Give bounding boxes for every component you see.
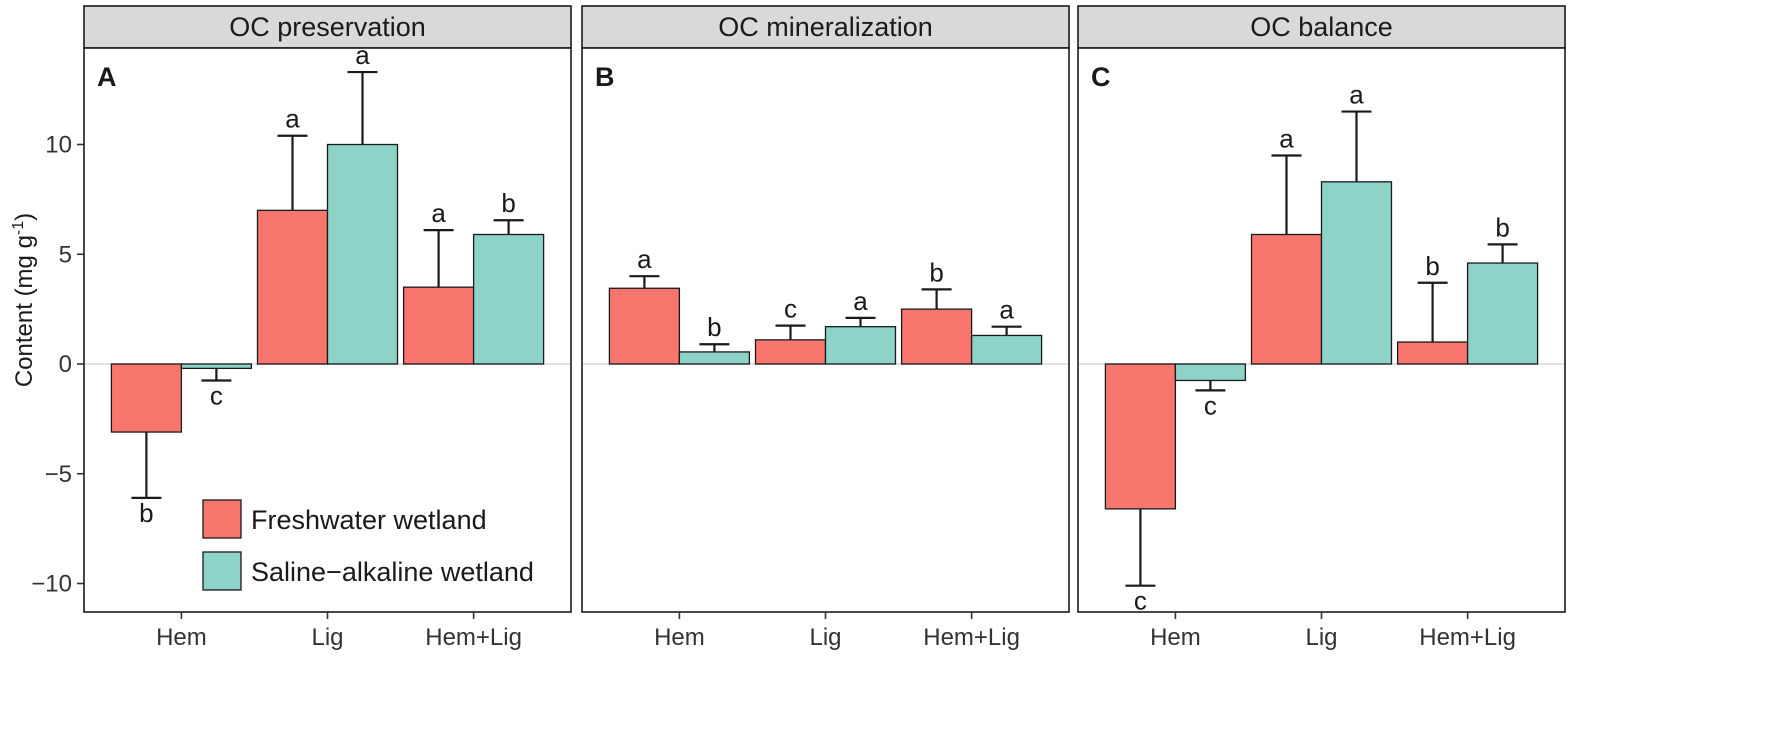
x-tick-label: Lig — [311, 624, 343, 651]
bar-saline-hem-lig — [472, 233, 545, 365]
x-tick-label: Hem — [654, 624, 705, 651]
bar-freshwater-lig — [1250, 233, 1323, 365]
bar-saline-hem-lig — [970, 334, 1043, 365]
x-tick-label: Hem+Lig — [425, 624, 522, 651]
panel-title: OC mineralization — [718, 12, 933, 42]
bar-freshwater-hem — [608, 287, 681, 365]
significance-label: a — [637, 244, 652, 274]
panel-strip — [83, 5, 572, 49]
bar-saline-hem — [678, 351, 751, 365]
significance-label: a — [1279, 123, 1294, 153]
y-tick-label: 5 — [59, 241, 72, 268]
legend: Freshwater wetland Saline−alkaline wetlan… — [202, 499, 534, 591]
significance-label: b — [139, 498, 153, 528]
bar-saline-hem — [180, 363, 253, 370]
bar-freshwater-hem-lig — [402, 286, 475, 365]
x-tick-label: Lig — [1305, 624, 1337, 651]
x-tick-label: Hem+Lig — [1419, 624, 1516, 651]
bar-freshwater-hem-lig — [900, 308, 973, 365]
panel-strip — [581, 5, 1070, 49]
bar-saline-lig — [326, 143, 399, 365]
significance-label: b — [501, 188, 515, 218]
significance-label: c — [784, 294, 797, 324]
panel-letter: A — [97, 62, 117, 92]
panel-letter: B — [595, 62, 615, 92]
x-tick-label: Hem — [1150, 624, 1201, 651]
y-tick-label: 0 — [59, 351, 72, 378]
bar-freshwater-hem-lig — [1396, 341, 1469, 365]
significance-label: a — [431, 198, 446, 228]
legend-swatch — [202, 551, 242, 591]
significance-label: a — [999, 295, 1014, 325]
panel-strip — [1077, 5, 1566, 49]
panel-title: OC balance — [1250, 12, 1393, 42]
panel-letter: C — [1091, 62, 1111, 92]
bar-saline-lig — [824, 326, 897, 365]
panel-A: OC preservation Ab c Hem a a Lig a b Hem+Lig — [83, 5, 572, 651]
significance-label: a — [853, 286, 868, 316]
bar-freshwater-lig — [256, 209, 329, 365]
bar-freshwater-lig — [754, 339, 827, 365]
bar-freshwater-hem — [1104, 363, 1177, 510]
legend-swatch — [202, 499, 242, 539]
y-tick-label: 10 — [45, 132, 72, 159]
significance-label: a — [355, 40, 370, 70]
x-tick-label: Hem+Lig — [923, 624, 1020, 651]
bar-saline-lig — [1320, 181, 1393, 365]
significance-label: b — [1425, 251, 1439, 281]
legend-label: Freshwater wetland — [251, 505, 487, 535]
significance-label: a — [1349, 80, 1364, 110]
bar-freshwater-hem — [110, 363, 183, 433]
significance-label: c — [1204, 390, 1217, 420]
legend-label: Saline−alkaline wetland — [251, 557, 534, 587]
x-tick-label: Hem — [156, 624, 207, 651]
significance-label: b — [1495, 212, 1509, 242]
y-tick-label: −10 — [31, 571, 72, 598]
y-tick-label: −5 — [45, 461, 72, 488]
significance-label: a — [285, 104, 300, 134]
bar-saline-hem-lig — [1466, 262, 1539, 365]
significance-label: b — [707, 312, 721, 342]
x-tick-label: Lig — [809, 624, 841, 651]
panel-title: OC preservation — [229, 12, 426, 42]
y-axis-title: Content (mg g-1) — [10, 213, 38, 387]
significance-label: c — [1134, 586, 1147, 616]
significance-label: c — [210, 380, 223, 410]
significance-label: b — [929, 257, 943, 287]
bar-saline-hem — [1174, 363, 1247, 382]
panel-B: OC mineralization Ba b Hem c a Lig b a Hem+Lig — [581, 5, 1070, 651]
